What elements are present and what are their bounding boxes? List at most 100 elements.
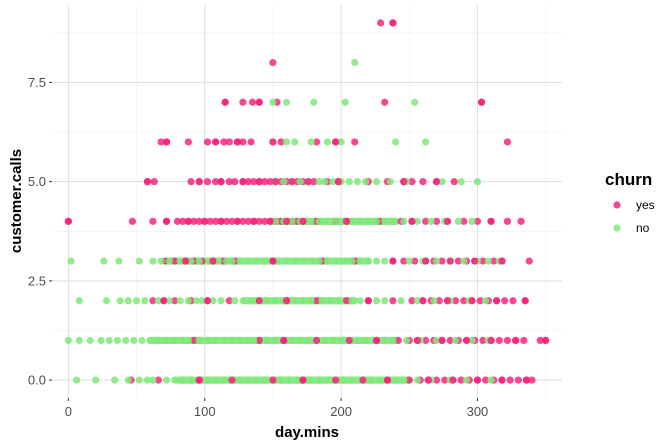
point-yes: [157, 138, 165, 146]
point-yes: [190, 336, 198, 345]
point-no: [307, 257, 315, 265]
x-tick-label: 100: [194, 404, 216, 419]
point-no: [457, 178, 465, 186]
point-yes: [512, 336, 520, 345]
point-no: [179, 336, 187, 345]
point-no: [274, 257, 282, 265]
point-yes: [503, 336, 512, 345]
point-yes: [182, 257, 190, 265]
point-yes: [450, 178, 458, 186]
point-yes: [487, 217, 495, 225]
point-no: [187, 257, 195, 265]
point-no: [323, 138, 332, 146]
point-no: [432, 257, 441, 265]
point-yes: [222, 217, 231, 225]
legend-key-no: [613, 224, 621, 232]
point-yes: [217, 217, 225, 225]
point-no: [212, 376, 220, 384]
point-no: [353, 178, 362, 186]
point-yes: [342, 297, 351, 305]
data-points: [64, 19, 550, 384]
point-no: [203, 336, 212, 345]
point-no: [356, 217, 364, 225]
point-no: [138, 336, 146, 345]
point-yes: [171, 297, 179, 305]
point-no: [162, 336, 171, 345]
point-no: [307, 376, 315, 384]
point-yes: [244, 217, 252, 225]
point-no: [323, 376, 332, 384]
y-tick-label: 5.0: [28, 174, 46, 189]
point-yes: [269, 58, 277, 67]
point-yes: [411, 257, 419, 265]
point-yes: [128, 217, 137, 225]
point-no: [179, 376, 187, 384]
point-yes: [239, 178, 247, 186]
point-no: [272, 217, 280, 225]
point-yes: [408, 297, 416, 305]
point-yes: [443, 297, 452, 305]
point-yes: [422, 257, 430, 265]
point-yes: [299, 217, 307, 225]
point-no: [356, 257, 364, 265]
point-yes: [244, 178, 252, 186]
point-no: [405, 257, 413, 265]
point-yes: [446, 257, 454, 265]
point-no: [372, 217, 381, 225]
point-no: [291, 257, 299, 265]
point-yes: [419, 178, 427, 186]
point-no: [291, 138, 299, 146]
point-no: [102, 297, 111, 305]
point-yes: [173, 217, 182, 225]
point-no: [299, 297, 307, 305]
point-no: [329, 178, 337, 186]
point-no: [220, 336, 228, 345]
point-yes: [261, 178, 269, 186]
point-no: [296, 178, 304, 186]
point-yes: [477, 98, 486, 106]
point-no: [214, 257, 222, 265]
point-no: [375, 376, 383, 384]
point-yes: [487, 336, 495, 345]
point-yes: [312, 297, 321, 305]
point-no: [372, 257, 381, 265]
point-yes: [248, 98, 257, 106]
point-no: [135, 257, 143, 265]
y-tick-label: 0.0: [28, 373, 46, 388]
point-no: [252, 376, 261, 384]
point-yes: [266, 178, 274, 186]
point-no: [345, 178, 353, 186]
point-yes: [225, 138, 233, 146]
point-no: [364, 257, 372, 265]
point-no: [192, 297, 201, 305]
point-no: [176, 257, 184, 265]
point-yes: [389, 297, 397, 305]
point-no: [341, 98, 349, 106]
point-no: [400, 376, 408, 384]
point-no: [272, 297, 280, 305]
point-yes: [160, 297, 168, 305]
point-yes: [212, 138, 220, 146]
point-yes: [304, 178, 312, 186]
point-yes: [400, 178, 408, 186]
point-no: [261, 376, 269, 384]
point-no: [288, 336, 296, 345]
point-yes: [195, 376, 203, 384]
point-no: [149, 376, 157, 384]
point-no: [381, 257, 389, 265]
point-yes: [498, 376, 506, 384]
point-yes: [389, 257, 397, 265]
point-no: [427, 217, 435, 225]
point-no: [307, 138, 315, 146]
point-no: [282, 98, 291, 106]
point-yes: [239, 138, 247, 146]
point-no: [462, 376, 471, 384]
point-no: [353, 336, 362, 345]
point-yes: [383, 376, 392, 384]
point-yes: [154, 376, 162, 384]
point-yes: [405, 376, 413, 384]
point-yes: [473, 217, 482, 225]
point-no: [389, 336, 397, 345]
point-yes: [498, 257, 506, 265]
point-no: [195, 257, 203, 265]
